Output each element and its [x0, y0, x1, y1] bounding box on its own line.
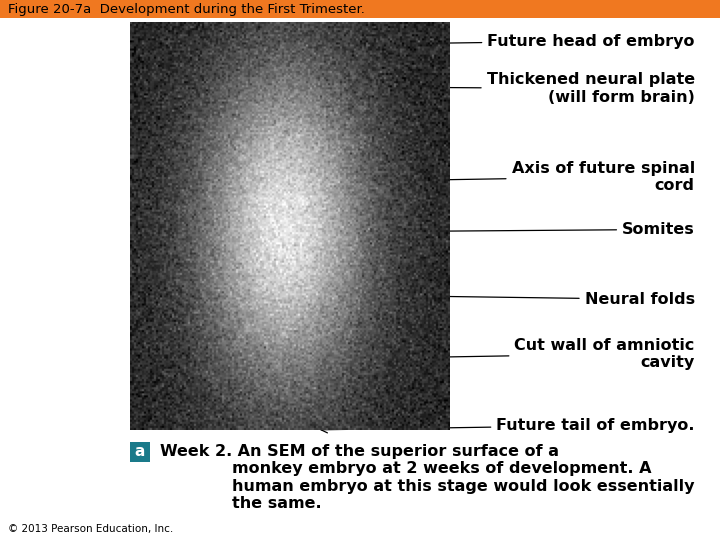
- Text: Somites: Somites: [305, 222, 695, 237]
- Bar: [0, 0, 720, 18]
- Text: Future tail of embryo.: Future tail of embryo.: [321, 418, 695, 433]
- Text: Neural folds: Neural folds: [255, 291, 695, 307]
- Text: Thickened neural plate
(will form brain): Thickened neural plate (will form brain): [282, 72, 695, 105]
- Text: Axis of future spinal
cord: Axis of future spinal cord: [282, 161, 695, 193]
- Text: Figure 20-7a  Development during the First Trimester.: Figure 20-7a Development during the Firs…: [8, 3, 365, 16]
- Text: Cut wall of amniotic
cavity: Cut wall of amniotic cavity: [294, 338, 695, 370]
- Text: An SEM of the superior surface of a
monkey embryo at 2 weeks of development. A
h: An SEM of the superior surface of a monk…: [233, 444, 695, 511]
- Bar: [130, 442, 150, 462]
- Text: Week 2.: Week 2.: [160, 444, 233, 459]
- Text: © 2013 Pearson Education, Inc.: © 2013 Pearson Education, Inc.: [8, 524, 174, 534]
- Text: a: a: [135, 444, 145, 460]
- Text: Future head of embryo: Future head of embryo: [327, 33, 695, 49]
